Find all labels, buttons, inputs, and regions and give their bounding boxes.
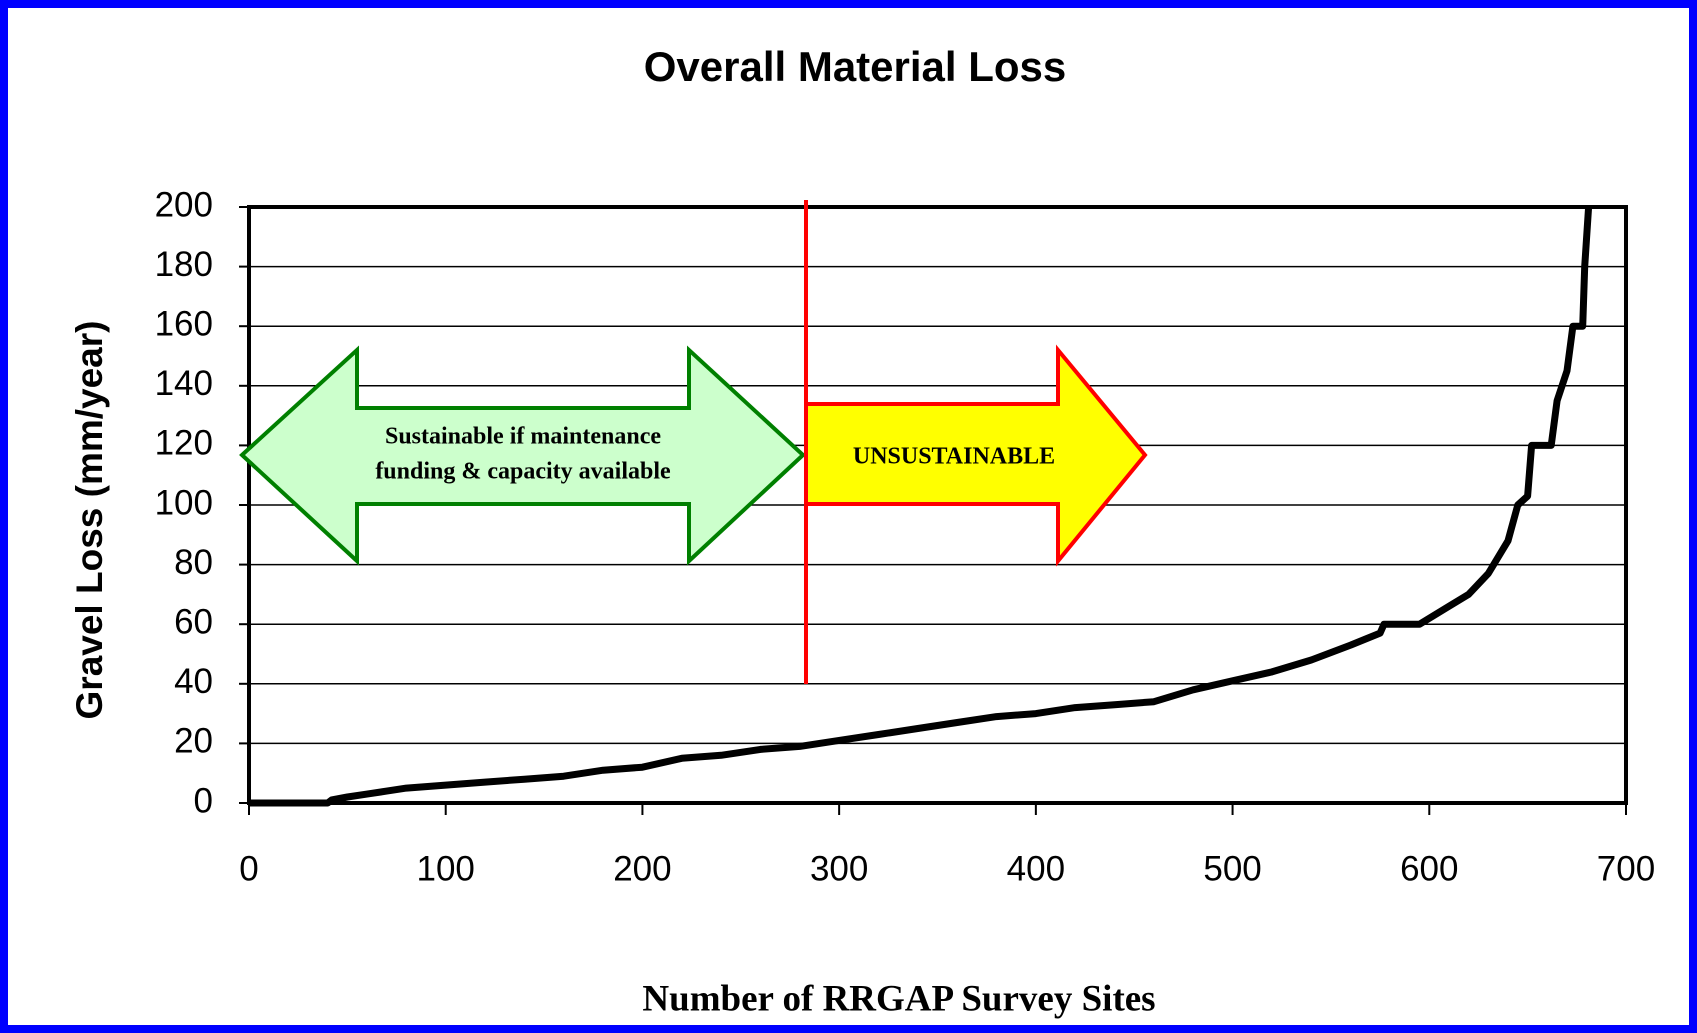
y-tick-label: 140 [155,364,213,403]
y-tick-label: 20 [174,722,213,761]
x-tick-label: 100 [417,849,475,888]
x-tick-label: 700 [1597,849,1655,888]
sustainable-label: Sustainable if maintenance [385,424,661,450]
y-tick-label: 60 [174,602,213,641]
y-tick-label: 100 [155,483,213,522]
x-axis-label: Number of RRGAP Survey Sites [642,978,1155,1019]
y-tick-label: 160 [155,304,213,343]
chart-title: Overall Material Loss [644,43,1067,90]
y-axis-label: Gravel Loss (mm/year) [69,321,110,720]
x-tick-label: 0 [239,849,258,888]
y-tick-label: 0 [194,781,213,820]
sustainable-label: funding & capacity available [375,459,671,485]
y-tick-label: 180 [155,245,213,284]
unsustainable-arrow [804,344,1148,567]
y-tick-label: 120 [155,424,213,463]
sustainable-arrow [239,345,806,566]
y-tick-label: 40 [174,662,213,701]
y-tick-label: 80 [174,543,213,582]
x-tick-label: 500 [1203,849,1261,888]
x-tick-label: 200 [613,849,671,888]
x-tick-label: 400 [1007,849,1065,888]
plot-border [247,205,1628,805]
annotations: Sustainable if maintenance funding & cap… [239,200,1148,684]
unsustainable-label: UNSUSTAINABLE [853,444,1055,470]
x-tick-label: 600 [1400,849,1458,888]
x-tick-label: 300 [810,849,868,888]
data-line [249,206,1593,807]
y-tick-label: 200 [155,185,213,224]
